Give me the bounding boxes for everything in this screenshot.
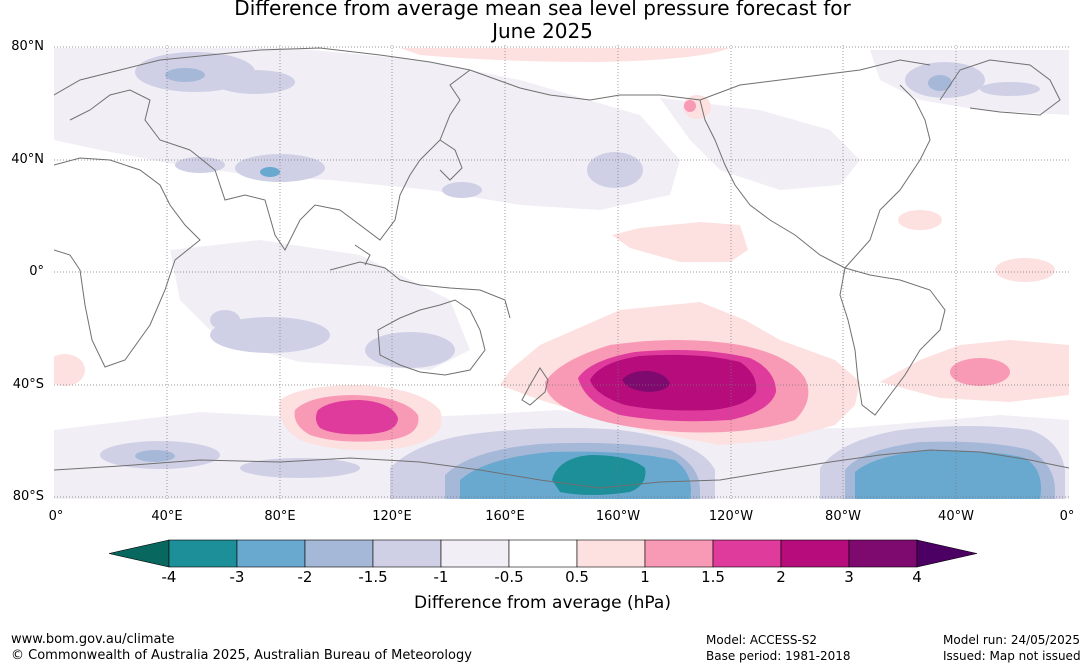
pressure-anomaly-map bbox=[54, 45, 1069, 499]
lat-label-0: 0° bbox=[29, 264, 44, 279]
legend-tick-3: 3 bbox=[844, 568, 854, 586]
lat-label-40s: 40°S bbox=[12, 377, 44, 392]
legend-tick-minus-3: -3 bbox=[229, 568, 245, 586]
legend-tick-minus-2: -2 bbox=[297, 568, 313, 586]
legend-tick-0-5: 0.5 bbox=[565, 568, 589, 586]
footer-model: Model: ACCESS-S2 bbox=[706, 633, 818, 647]
anomaly-band-positive-3 bbox=[622, 370, 670, 392]
lat-label-40n: 40°N bbox=[11, 152, 44, 167]
lon-label-160e: 160°E bbox=[485, 509, 525, 524]
footer-website: www.bom.gov.au/climate bbox=[11, 632, 175, 647]
legend-swatch-5 bbox=[508, 539, 578, 568]
coastlines bbox=[54, 47, 1069, 489]
lon-label-0-west: 0° bbox=[48, 509, 64, 524]
lon-label-0-east: 0° bbox=[1059, 509, 1075, 524]
legend-swatch-6 bbox=[576, 539, 646, 568]
lon-label-160w: 160°W bbox=[595, 509, 641, 524]
legend-swatch-1 bbox=[236, 539, 306, 568]
legend-swatch-0 bbox=[168, 539, 238, 568]
legend-swatch-8 bbox=[712, 539, 782, 568]
legend-tick-1: 1 bbox=[640, 568, 650, 586]
footer-model-run: Model run: 24/05/2025 bbox=[943, 633, 1081, 647]
lat-label-80n: 80°N bbox=[11, 39, 44, 54]
map-title: Difference from average mean sea level p… bbox=[0, 0, 1085, 43]
legend-swatch-3 bbox=[372, 539, 442, 568]
lon-label-80e: 80°E bbox=[264, 509, 296, 524]
lon-label-80w: 80°W bbox=[825, 509, 861, 524]
legend-swatch-4 bbox=[440, 539, 510, 568]
legend-swatch-2 bbox=[304, 539, 374, 568]
lat-label-80s: 80°S bbox=[12, 489, 44, 504]
legend-extend-high bbox=[916, 539, 978, 568]
legend-tick-1-5: 1.5 bbox=[701, 568, 725, 586]
lon-label-40w: 40°W bbox=[938, 509, 974, 524]
legend-tick-minus-4: -4 bbox=[161, 568, 177, 586]
legend-title: Difference from average (hPa) bbox=[414, 593, 671, 613]
legend-tick-minus-1-5: -1.5 bbox=[358, 568, 388, 586]
legend-swatch-9 bbox=[780, 539, 850, 568]
lon-label-40e: 40°E bbox=[151, 509, 183, 524]
legend-swatch-7 bbox=[644, 539, 714, 568]
legend-extend-low bbox=[108, 539, 170, 568]
map-title-line-2: June 2025 bbox=[492, 19, 593, 43]
lon-label-120w: 120°W bbox=[708, 509, 754, 524]
legend-tick-minus-0-5: -0.5 bbox=[494, 568, 524, 586]
legend-tick-2: 2 bbox=[776, 568, 786, 586]
map-title-line-1: Difference from average mean sea level p… bbox=[234, 0, 851, 20]
anomaly-band-positive-2 bbox=[590, 354, 757, 411]
footer-copyright: © Commonwealth of Australia 2025, Austra… bbox=[11, 648, 472, 663]
legend-tick-4: 4 bbox=[912, 568, 922, 586]
footer-issued: Issued: Map not issued bbox=[943, 649, 1081, 663]
footer-base-period: Base period: 1981-2018 bbox=[706, 649, 851, 663]
legend-tick-minus-1: -1 bbox=[433, 568, 449, 586]
graticule bbox=[54, 45, 1069, 499]
legend-swatch-10 bbox=[848, 539, 918, 568]
lon-label-120e: 120°E bbox=[372, 509, 412, 524]
